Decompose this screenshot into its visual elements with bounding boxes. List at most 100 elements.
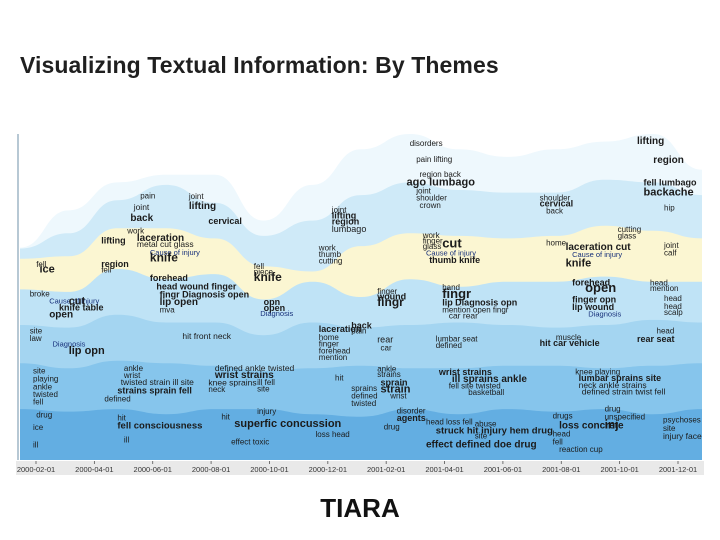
- keyword-3-12[interactable]: Diagnosis: [260, 309, 293, 318]
- keyword-1-13[interactable]: ago lumbago: [407, 176, 476, 188]
- keyword-1-5[interactable]: cervical: [208, 216, 242, 226]
- keyword-3-26[interactable]: head: [650, 278, 668, 287]
- keyword-2-10[interactable]: fell: [254, 262, 264, 271]
- keyword-2-14[interactable]: finger: [423, 236, 443, 245]
- keyword-6-24[interactable]: inj: [605, 417, 619, 431]
- keyword-2-1[interactable]: ice: [40, 263, 55, 275]
- keyword-5-3[interactable]: twisted: [33, 390, 58, 399]
- theme-river-chart[interactable]: drug ice ill hit fell consciousness ill hit sup…: [16, 130, 704, 478]
- keyword-3-4[interactable]: open: [49, 309, 73, 320]
- keyword-4-5[interactable]: laceration: [319, 324, 362, 334]
- keyword-6-16[interactable]: abuse: [475, 420, 497, 429]
- keyword-2-17[interactable]: thumb knife: [429, 255, 480, 265]
- keyword-6-23[interactable]: reaction cup: [559, 445, 603, 454]
- keyword-4-8[interactable]: forehead: [319, 347, 351, 356]
- keyword-1-0[interactable]: pain: [140, 191, 155, 200]
- keyword-3-25[interactable]: Diagnosis: [588, 309, 621, 318]
- keyword-0-4[interactable]: region: [653, 155, 684, 166]
- keyword-5-25[interactable]: wrist strains: [438, 367, 492, 377]
- keyword-6-18[interactable]: effect defined doe drug: [426, 440, 537, 451]
- keyword-1-12[interactable]: cutting: [319, 257, 343, 266]
- keyword-1-11[interactable]: thumb: [319, 250, 342, 259]
- keyword-5-11[interactable]: wrist strains: [214, 370, 274, 381]
- keyword-1-18[interactable]: cervical: [540, 199, 574, 209]
- keyword-2-5[interactable]: metal cut glass: [137, 239, 194, 249]
- keyword-6-1[interactable]: ice: [33, 423, 44, 432]
- keyword-2-13[interactable]: work: [422, 231, 441, 240]
- keyword-3-15[interactable]: fingr: [377, 295, 404, 309]
- keyword-6-9[interactable]: effect toxic: [231, 438, 269, 447]
- keyword-6-25[interactable]: drug: [605, 405, 621, 414]
- keyword-5-17[interactable]: sprains: [351, 384, 377, 393]
- keyword-4-14[interactable]: lumbar seat: [436, 335, 479, 344]
- keyword-5-18[interactable]: defined: [351, 392, 377, 401]
- keyword-3-23[interactable]: finger opn: [572, 294, 616, 304]
- keyword-5-8[interactable]: strains sprain fell: [117, 386, 192, 396]
- keyword-5-19[interactable]: twisted: [351, 399, 376, 408]
- keyword-5-2[interactable]: ankle: [33, 382, 53, 391]
- theme-layer-6[interactable]: [20, 409, 702, 460]
- keyword-5-30[interactable]: lumbar sprains site: [579, 373, 662, 383]
- keyword-3-30[interactable]: scalp: [664, 308, 683, 317]
- keyword-3-6[interactable]: head wound finger: [156, 281, 236, 291]
- keyword-5-16[interactable]: hit: [335, 374, 344, 383]
- keyword-5-12[interactable]: knee sprains: [208, 377, 256, 387]
- keyword-6-10[interactable]: loss head: [316, 430, 350, 439]
- keyword-5-10[interactable]: defined ankle twisted: [215, 363, 295, 373]
- keyword-6-27[interactable]: psychoses: [663, 416, 701, 425]
- keyword-3-27[interactable]: mention: [650, 284, 678, 293]
- keyword-6-5[interactable]: ill: [124, 435, 130, 444]
- keyword-5-20[interactable]: ankle: [377, 364, 397, 373]
- keyword-4-11[interactable]: pain: [351, 327, 366, 336]
- keyword-6-13[interactable]: drug: [384, 423, 400, 432]
- keyword-3-11[interactable]: open: [264, 303, 286, 313]
- keyword-2-11[interactable]: piece: [254, 267, 274, 276]
- keyword-5-31[interactable]: neck ankle strains: [579, 380, 647, 390]
- keyword-5-29[interactable]: knee playing: [575, 368, 620, 377]
- keyword-4-18[interactable]: rear seat: [637, 334, 675, 344]
- keyword-1-3[interactable]: joint: [188, 192, 204, 201]
- keyword-4-6[interactable]: home: [319, 333, 340, 342]
- keyword-5-0[interactable]: site: [33, 367, 46, 376]
- keyword-6-17[interactable]: site: [475, 432, 488, 441]
- keyword-3-14[interactable]: wound: [376, 292, 406, 302]
- keyword-4-12[interactable]: rear: [377, 335, 393, 345]
- keyword-2-20[interactable]: laceration cut: [566, 242, 632, 253]
- keyword-1-1[interactable]: joint: [133, 202, 150, 212]
- keyword-5-5[interactable]: ankle: [124, 364, 144, 373]
- keyword-1-6[interactable]: joint: [331, 205, 347, 214]
- keyword-2-4[interactable]: laceration: [137, 233, 184, 244]
- keyword-5-27[interactable]: fell site twisted: [449, 382, 501, 391]
- keyword-2-19[interactable]: home: [546, 239, 567, 248]
- keyword-4-4[interactable]: hit front neck: [182, 331, 231, 341]
- keyword-3-9[interactable]: mva: [160, 306, 176, 315]
- keyword-6-28[interactable]: site: [663, 424, 676, 433]
- keyword-2-8[interactable]: region: [101, 259, 129, 269]
- keyword-3-21[interactable]: forehead: [572, 278, 610, 288]
- keyword-1-10[interactable]: work: [318, 243, 337, 252]
- keyword-1-20[interactable]: fell lumbago: [644, 178, 698, 188]
- keyword-2-25[interactable]: joint: [663, 241, 679, 250]
- keyword-2-16[interactable]: Cause of injury: [426, 249, 476, 258]
- keyword-6-22[interactable]: fell: [553, 438, 563, 447]
- keyword-1-16[interactable]: crown: [420, 201, 441, 210]
- keyword-4-17[interactable]: muscle: [556, 333, 582, 342]
- keyword-6-21[interactable]: head: [553, 430, 571, 439]
- keyword-3-18[interactable]: lip Diagnosis opn: [442, 298, 517, 308]
- keyword-3-17[interactable]: fingr: [442, 286, 471, 301]
- keyword-4-1[interactable]: law: [30, 334, 42, 343]
- keyword-2-24[interactable]: glass: [618, 231, 637, 240]
- keyword-6-2[interactable]: ill: [33, 440, 39, 449]
- keyword-1-14[interactable]: joint: [415, 187, 431, 196]
- keyword-3-7[interactable]: fingr Diagnosis open: [160, 289, 250, 299]
- keyword-3-1[interactable]: Cause of injury: [49, 297, 99, 306]
- keyword-0-2[interactable]: region back: [420, 170, 462, 179]
- keyword-1-17[interactable]: shoulder: [540, 194, 571, 203]
- keyword-1-21[interactable]: backache: [644, 186, 694, 198]
- keyword-3-5[interactable]: forehead: [150, 273, 188, 283]
- keyword-6-3[interactable]: hit: [117, 413, 126, 422]
- keyword-6-19[interactable]: drugs: [553, 412, 573, 421]
- keyword-5-26[interactable]: ill sprains ankle: [452, 374, 527, 385]
- keyword-5-15[interactable]: site: [257, 385, 270, 394]
